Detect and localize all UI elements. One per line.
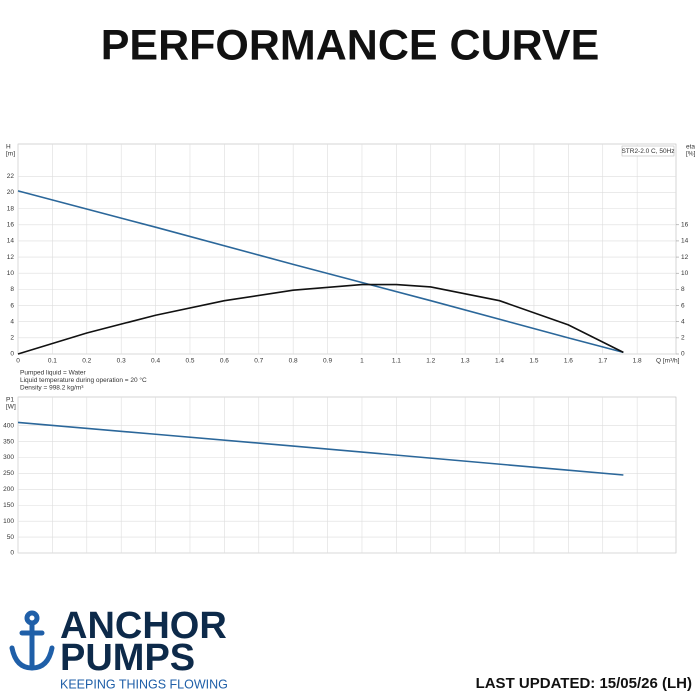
y-tick-label: 200 [3,486,14,493]
y-tick-label: 350 [3,438,14,445]
x-tick-label: 1.4 [495,358,504,365]
note: Liquid temperature during operation = 20… [20,376,147,384]
y-tick-label: 50 [7,534,15,541]
x-tick-label: 0 [16,358,20,365]
last-updated: LAST UPDATED: 15/05/26 (LH) [476,675,692,692]
y-tick-label: 0 [10,550,14,557]
series-line [17,421,624,476]
x-tick-label: 0.6 [220,358,229,365]
plot-area [17,396,677,554]
y-tick-label: 0 [10,351,14,358]
y-tick-label: 150 [3,502,14,509]
x-tick-label: 0.9 [323,358,332,365]
y-tick-label: 400 [3,422,14,429]
logo-text: PUMPS [60,637,195,679]
x-tick-label: 1.7 [598,358,607,365]
y-tick-label: 300 [3,454,14,461]
y2-axis-label: eta [686,144,695,151]
x-tick-label: 0.3 [117,358,126,365]
series-line [17,283,624,355]
page-title: PERFORMANCE CURVE [101,21,600,69]
x-tick-label: 0.8 [289,358,298,365]
x-tick-label: 1 [360,358,364,365]
annotation: STR2-2.0 C, 50Hz [621,148,674,155]
y-tick-label: 22 [7,173,15,180]
y-tick-label: 14 [7,238,15,245]
x-tick-label: 0.4 [151,358,160,365]
y-tick-label: 20 [7,189,15,196]
y-tick-label: 18 [7,205,15,212]
y-tick-label: 2 [10,335,14,342]
y-tick-label: 4 [10,318,14,325]
y-axis-label: H [6,144,11,151]
x-tick-label: 0.2 [82,358,91,365]
y2-tick-label: 4 [681,318,685,325]
y-axis-label: P1 [6,397,14,404]
y2-tick-label: 12 [681,254,689,261]
y-tick-label: 16 [7,221,15,228]
x-axis-label: Q [m³/h] [656,358,680,365]
note: Pumped liquid = Water [20,370,87,377]
series-line [17,190,624,354]
y2-axis-label: [%] [686,151,696,158]
y-tick-label: 10 [7,270,15,277]
x-tick-label: 1.8 [633,358,642,365]
y2-tick-label: 16 [681,221,689,228]
y-axis-label: [m] [6,151,15,158]
x-tick-label: 1.1 [392,358,401,365]
y2-tick-label: 6 [681,302,685,309]
x-tick-label: 1.5 [529,358,538,365]
logo-icon [9,610,55,671]
y-tick-label: 6 [10,302,14,309]
y-axis-label: [W] [6,404,16,411]
x-tick-label: 1.2 [426,358,435,365]
y2-tick-label: 8 [681,286,685,293]
x-tick-label: 0.5 [185,358,194,365]
y-tick-label: 8 [10,286,14,293]
y2-tick-label: 2 [681,335,685,342]
note: Density = 998.2 kg/m³ [20,385,84,392]
logo-tagline: KEEPING THINGS FLOWING [60,677,228,691]
y-tick-label: 12 [7,254,15,261]
annotation-box [621,145,675,157]
plot-area [17,143,677,355]
x-tick-label: 1.6 [564,358,573,365]
x-tick-label: 0.7 [254,358,263,365]
y-tick-label: 100 [3,518,14,525]
y2-tick-label: 14 [681,238,689,245]
x-tick-label: 1.3 [461,358,470,365]
y2-tick-label: 10 [681,270,689,277]
y2-tick-label: 0 [681,351,685,358]
logo-text: ANCHOR [60,605,227,647]
x-tick-label: 0.1 [48,358,57,365]
y-tick-label: 250 [3,470,14,477]
